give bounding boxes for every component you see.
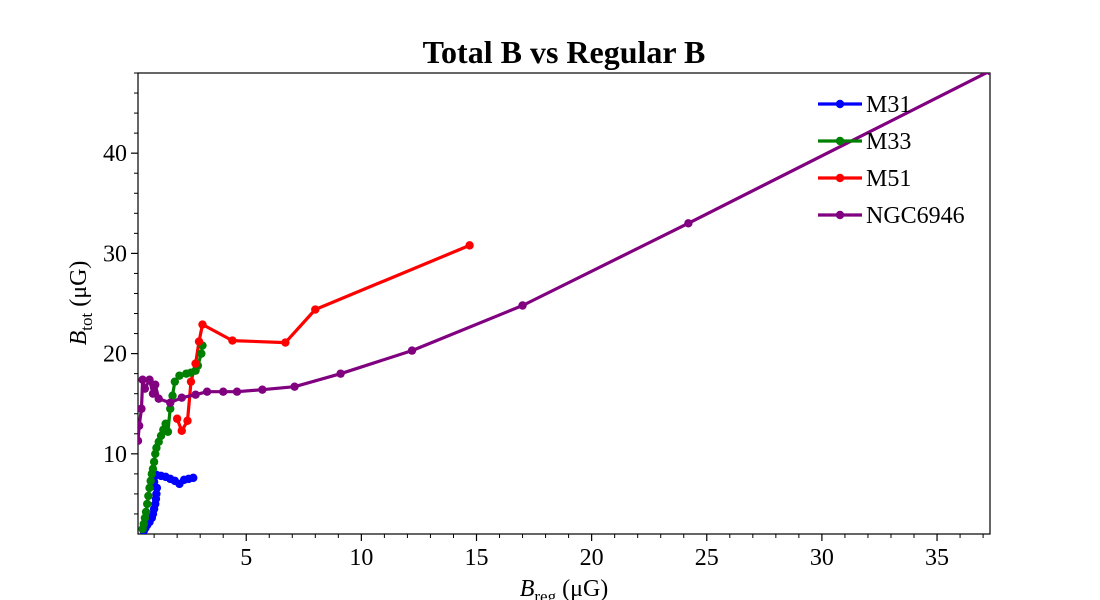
data-point-ngc6946 [166,398,175,407]
data-point-m33 [148,464,158,474]
data-point-ngc6946 [290,382,299,391]
series-lines [138,73,990,532]
y-tick-label: 30 [103,241,127,267]
x-label-subscript: reg [534,587,556,600]
data-point-m51 [186,377,196,386]
data-point-m51 [177,426,186,435]
data-point-ngc6946 [232,387,242,396]
x-label-symbol: B [520,576,535,600]
data-point-m33 [166,404,175,413]
data-point-m33 [145,483,154,493]
data-point-m51 [183,416,192,425]
legend-item-m33: M33 [818,129,911,155]
data-point-ngc6946 [191,390,200,399]
data-point-m51 [194,337,204,346]
data-point-ngc6946 [202,387,212,396]
data-point-m31 [189,473,198,483]
data-point-m33 [161,419,170,428]
x-tick-label: 10 [349,545,373,571]
data-point-ngc6946 [138,375,147,384]
data-point-ngc6946 [154,394,163,403]
legend-marker-ngc6946 [835,210,845,220]
data-point-m33 [197,349,206,358]
data-point-m31 [152,489,161,499]
data-point-m33 [146,476,155,486]
data-point-m51 [465,241,474,250]
legend-marker-m33 [835,136,845,146]
data-point-m51 [281,338,290,347]
y-tick-label: 40 [103,141,127,167]
legend-item-m51: M51 [818,166,911,192]
data-point-ngc6946 [148,389,158,398]
x-tick-label: 35 [925,545,949,571]
data-point-ngc6946 [986,73,990,76]
x-tick-label: 15 [464,545,488,571]
data-point-ngc6946 [336,369,345,378]
data-point-m33 [175,371,184,380]
series-markers [138,73,990,534]
data-point-m51 [228,336,237,345]
data-point-m33 [143,499,152,509]
axis-ticks: 5 10 15 20 25 30 35 10 20 30 40 [103,72,984,571]
y-label-symbol: B [66,330,92,345]
legend-label-m51: M51 [866,166,911,192]
x-label-unit: (μG) [556,576,608,600]
data-point-ngc6946 [151,380,160,389]
data-point-m51 [198,320,207,329]
x-tick-label: 20 [580,545,604,571]
legend-label-m31: M31 [866,92,911,118]
data-point-ngc6946 [177,393,186,402]
y-axis-label: Btot (μG) [66,261,96,346]
y-label-unit: (μG) [66,261,92,313]
data-point-ngc6946 [138,421,144,430]
chart-title: Total B vs Regular B [423,34,706,70]
data-point-m33 [170,377,180,386]
axes-frame [137,72,991,535]
legend: M31 M33 M51 NGC6946 [818,92,965,229]
data-point-m33 [141,507,151,517]
data-point-m51 [191,359,200,368]
plot-area: 5 10 15 20 25 30 35 10 20 30 40 [103,72,991,571]
y-tick-label: 20 [103,342,127,368]
series-line-ngc6946 [138,73,990,441]
data-point-m51 [172,414,182,423]
data-point-ngc6946 [258,385,267,394]
series-line-m51 [175,243,471,433]
legend-item-m31: M31 [818,92,911,118]
data-point-ngc6946 [684,219,693,228]
data-point-ngc6946 [518,301,527,310]
data-point-ngc6946 [219,387,228,396]
data-point-m33 [168,391,177,400]
data-point-m33 [163,427,173,436]
data-point-m33 [149,457,159,467]
y-label-subscript: tot [77,313,96,331]
legend-marker-m51 [835,173,845,183]
x-tick-label: 30 [810,545,834,571]
x-axis-label: Breg (μG) [520,576,609,600]
x-tick-label: 25 [695,545,719,571]
data-point-ngc6946 [138,436,143,445]
y-tick-label: 10 [103,442,127,468]
data-point-ngc6946 [138,404,146,413]
legend-item-ngc6946: NGC6946 [818,203,965,229]
legend-marker-m31 [835,99,845,109]
data-point-m51 [311,305,320,314]
data-point-ngc6946 [145,375,154,384]
data-point-ngc6946 [407,346,417,355]
data-point-ngc6946 [140,384,150,393]
x-tick-label: 5 [240,545,252,571]
legend-label-m33: M33 [866,129,911,155]
data-point-m33 [144,491,153,501]
legend-label-ngc6946: NGC6946 [866,203,965,229]
